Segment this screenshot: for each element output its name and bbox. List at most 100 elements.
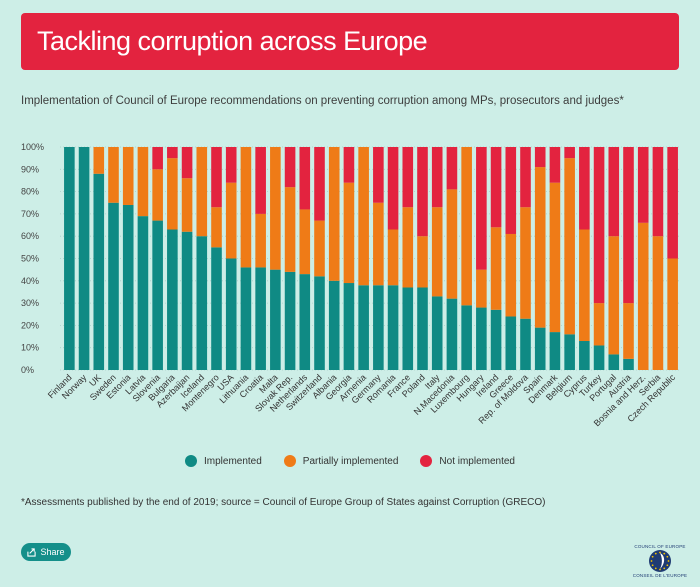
- bar-segment-not-implemented: [667, 147, 678, 259]
- bar-segment-implemented: [446, 298, 458, 370]
- legend-item-partially-implemented[interactable]: Partially implemented: [283, 455, 399, 467]
- bar-segment-implemented: [270, 269, 281, 370]
- y-tick-label: 50%: [21, 254, 39, 264]
- bar-segment-not-implemented: [490, 147, 502, 228]
- bar-segment-implemented: [358, 285, 369, 370]
- bar-segment-partially-implemented: [255, 213, 266, 268]
- bar-segment-not-implemented: [431, 147, 443, 208]
- bar-segment-implemented: [167, 229, 178, 370]
- y-tick-label: 90%: [21, 164, 39, 174]
- share-button[interactable]: Share: [21, 543, 71, 561]
- bar-segment-implemented: [431, 296, 443, 370]
- bar-segment-implemented: [608, 354, 620, 370]
- y-tick-label: 30%: [21, 298, 39, 308]
- bar-segment-implemented: [137, 216, 149, 370]
- bar-segment-implemented: [284, 271, 296, 370]
- bar-segment-not-implemented: [152, 147, 163, 170]
- bar-segment-partially-implemented: [211, 207, 222, 248]
- y-tick-label: 10%: [21, 343, 39, 353]
- bar-segment-implemented: [93, 173, 105, 370]
- logo-star: [651, 564, 654, 567]
- logo-star: [667, 560, 670, 562]
- bar-segment-partially-implemented: [579, 229, 590, 342]
- bar-segment-not-implemented: [534, 147, 546, 168]
- bar-segment-implemented: [181, 231, 193, 370]
- bar-segment-implemented: [417, 287, 428, 370]
- bar-segment-not-implemented: [167, 147, 178, 159]
- bar-segment-implemented: [623, 358, 634, 370]
- bar-segment-not-implemented: [255, 147, 266, 214]
- legend-label-not-implemented: Not implemented: [439, 455, 515, 467]
- y-tick-label: 80%: [21, 187, 39, 197]
- bar-segment-partially-implemented: [240, 147, 252, 268]
- bar-segment-partially-implemented: [652, 236, 664, 370]
- bar-segment-partially-implemented: [167, 158, 178, 230]
- bar-segment-implemented: [122, 204, 134, 370]
- bar-segment-not-implemented: [579, 147, 590, 230]
- bar-segment-implemented: [328, 280, 340, 370]
- bar-segment-implemented: [255, 267, 266, 370]
- bar-segment-implemented: [387, 285, 399, 370]
- share-label: Share: [40, 547, 65, 557]
- legend-swatch-not-implemented: [420, 455, 433, 467]
- bar-segment-implemented: [490, 309, 502, 370]
- bar-segment-partially-implemented: [593, 303, 605, 346]
- share-icon: [27, 547, 37, 557]
- logo-star: [654, 552, 657, 555]
- bar-segment-partially-implemented: [328, 147, 340, 281]
- bar-segment-implemented: [579, 341, 590, 370]
- bar-segment-partially-implemented: [93, 147, 105, 174]
- bar-segment-partially-implemented: [623, 303, 634, 359]
- bar-segment-implemented: [314, 276, 325, 370]
- bar-segment-not-implemented: [225, 147, 237, 183]
- bar-segment-partially-implemented: [299, 209, 311, 275]
- legend-label-partially-implemented: Partially implemented: [302, 455, 399, 467]
- bar-segment-implemented: [549, 332, 561, 370]
- bar-segment-implemented: [196, 236, 208, 370]
- bar-segment-partially-implemented: [152, 169, 163, 221]
- chart-subtitle: Implementation of Council of Europe reco…: [21, 95, 624, 107]
- legend-swatch-partially-implemented: [283, 455, 296, 467]
- bar-segment-implemented: [402, 287, 414, 370]
- bar-segment-implemented: [78, 147, 90, 370]
- source-footnote: *Assessments published by the end of 201…: [21, 497, 546, 508]
- logo-star: [666, 564, 669, 567]
- title-banner: Tackling corruption across Europe: [21, 13, 679, 70]
- bar-segment-not-implemented: [343, 147, 355, 183]
- bar-segment-partially-implemented: [549, 182, 561, 333]
- stars-circle-icon: [649, 550, 671, 572]
- bar-segment-partially-implemented: [122, 147, 134, 205]
- bar-segment-implemented: [343, 283, 355, 370]
- legend-item-not-implemented[interactable]: Not implemented: [420, 455, 515, 467]
- y-tick-label: 40%: [21, 276, 39, 286]
- bar-segment-implemented: [373, 285, 384, 370]
- bar-segment-implemented: [534, 327, 546, 370]
- logo-text-top: COUNCIL OF EUROPE: [634, 544, 686, 549]
- bar-segment-partially-implemented: [417, 236, 428, 288]
- bar-segment-partially-implemented: [461, 147, 472, 306]
- bar-segment-not-implemented: [549, 147, 561, 183]
- bar-segment-not-implemented: [299, 147, 311, 210]
- logo-star: [663, 552, 666, 555]
- bar-segment-not-implemented: [417, 147, 428, 237]
- y-tick-label: 100%: [21, 142, 44, 152]
- bar-segment-partially-implemented: [225, 182, 237, 259]
- page-title: Tackling corruption across Europe: [37, 26, 428, 56]
- bar-segment-implemented: [593, 345, 605, 370]
- bar-segment-implemented: [520, 318, 531, 370]
- logo-star: [654, 567, 657, 570]
- bar-segment-implemented: [564, 334, 575, 370]
- y-tick-label: 20%: [21, 320, 39, 330]
- legend-item-implemented[interactable]: Implemented: [184, 455, 262, 467]
- bar-segment-partially-implemented: [284, 187, 296, 272]
- bar-segment-not-implemented: [476, 147, 487, 270]
- bar-segment-implemented: [240, 267, 252, 370]
- logo-star: [659, 568, 661, 571]
- bar-segment-not-implemented: [387, 147, 399, 230]
- bar-segment-partially-implemented: [637, 222, 649, 370]
- bar-segment-partially-implemented: [108, 147, 119, 203]
- logo-star: [651, 555, 654, 558]
- bar-segment-not-implemented: [637, 147, 649, 223]
- bar-segment-implemented: [152, 220, 163, 370]
- bar-segment-not-implemented: [593, 147, 605, 304]
